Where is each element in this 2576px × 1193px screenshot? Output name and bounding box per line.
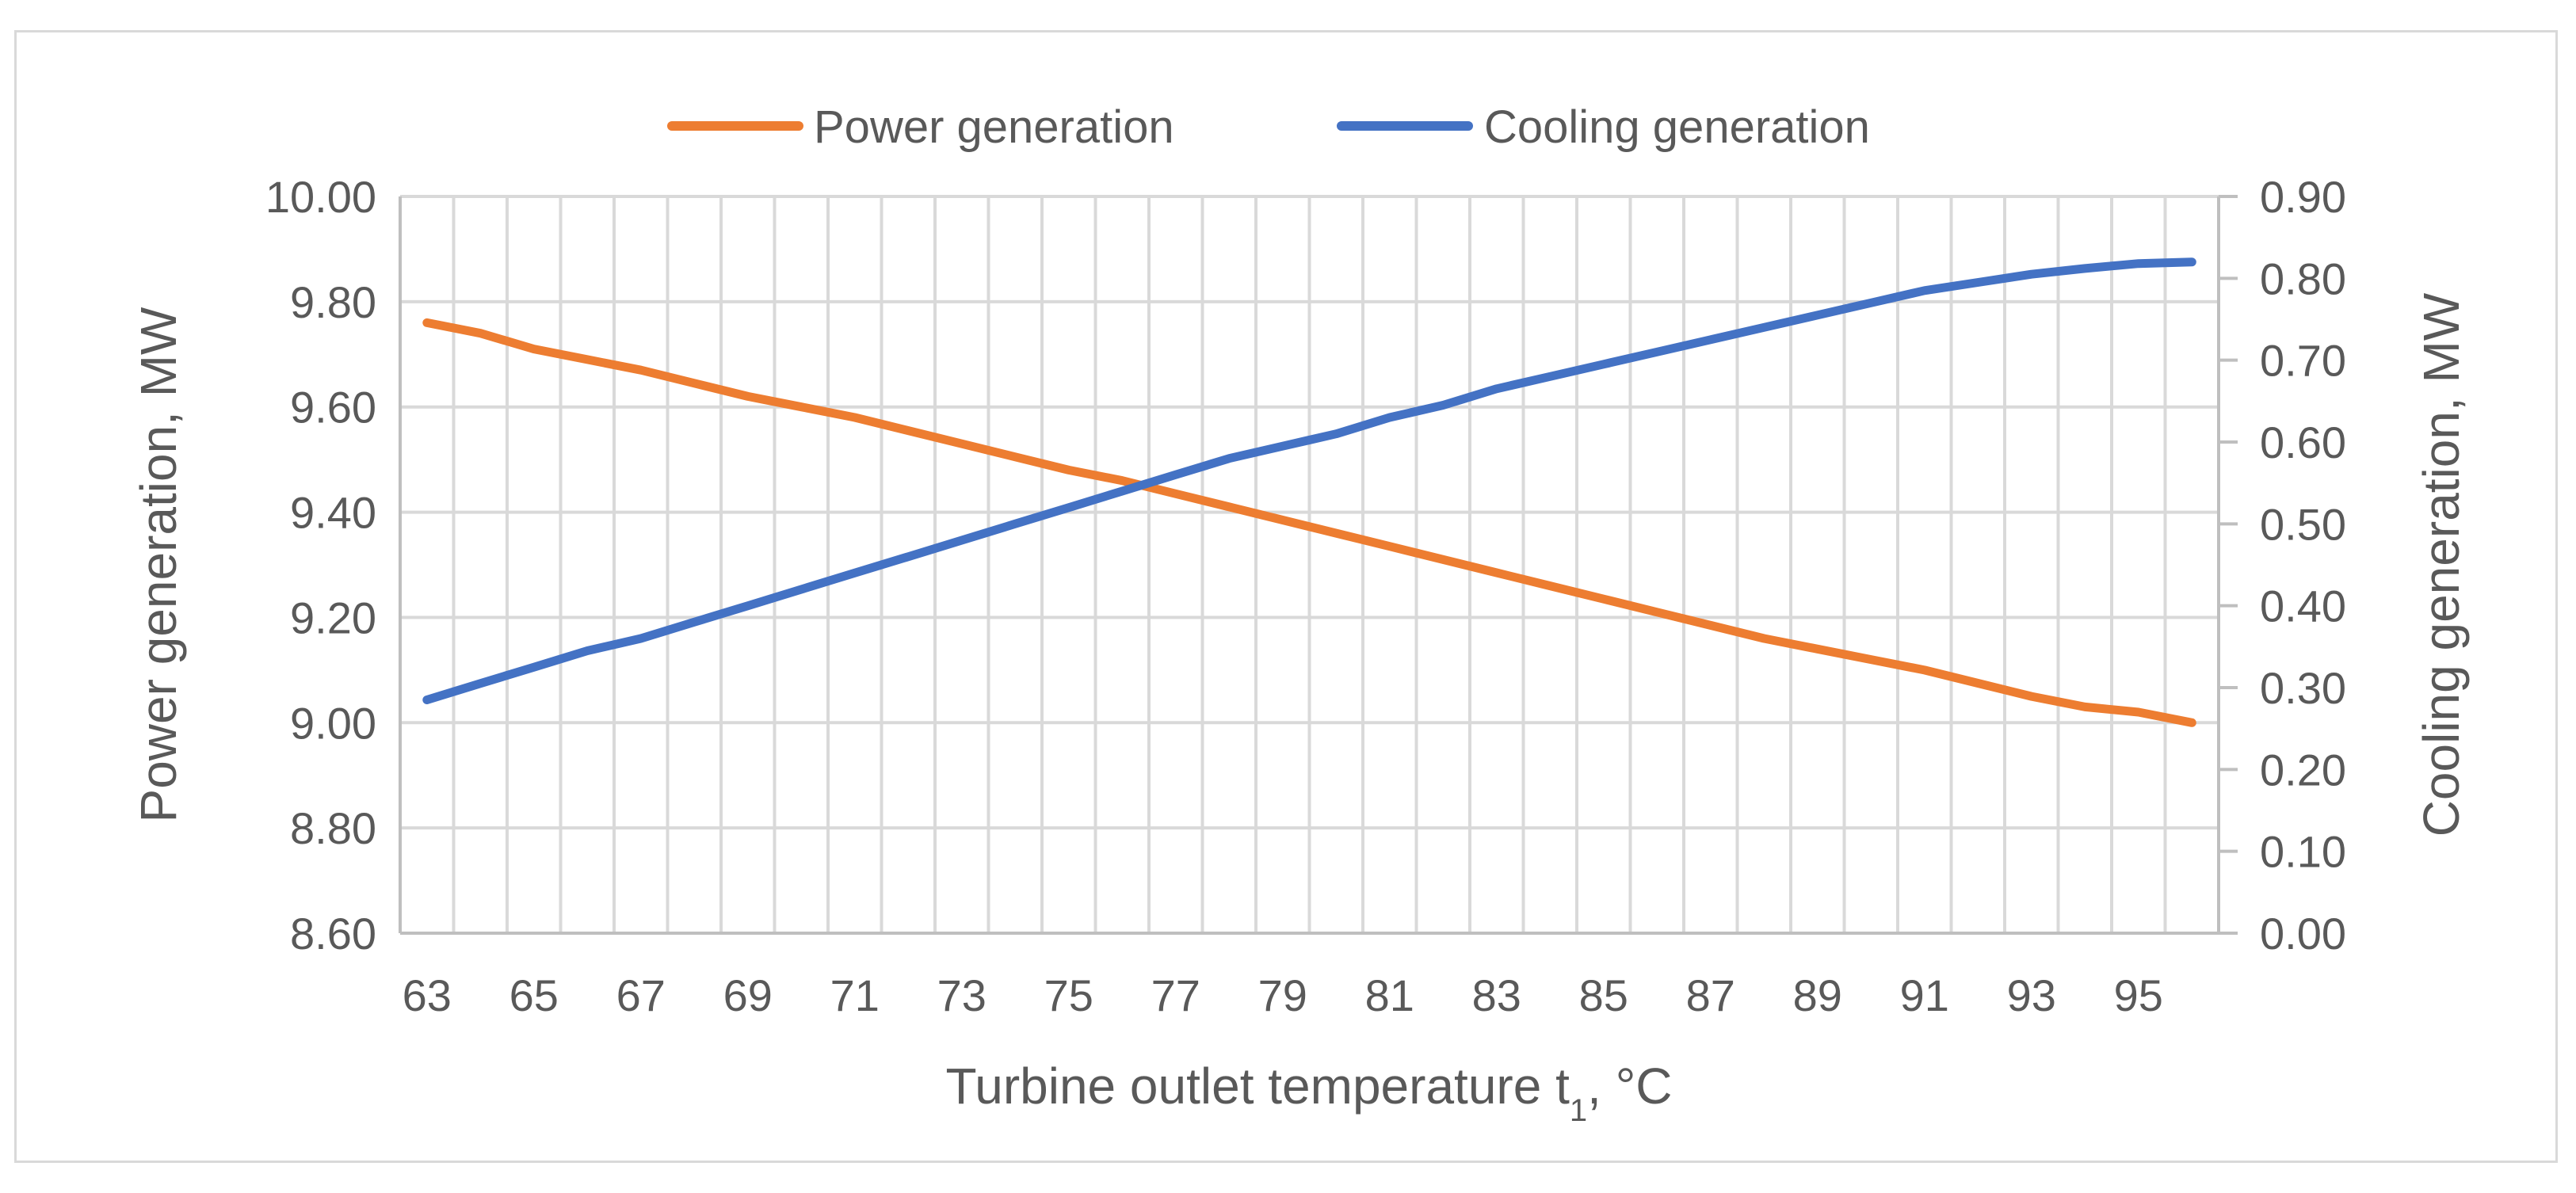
y-tick-label: 9.00 (290, 698, 376, 748)
y-axis-title: Power generation, MW (130, 307, 187, 823)
x-tick-label: 69 (723, 970, 773, 1020)
axes (399, 195, 2238, 935)
cooling-generation-line (422, 257, 2196, 704)
y2-tick-label: 0.60 (2260, 417, 2346, 467)
y-tick-label: 9.60 (290, 383, 376, 433)
series-lines (422, 257, 2196, 727)
x-tick-label: 87 (1686, 970, 1735, 1020)
x-tick-label: 93 (2007, 970, 2056, 1020)
power-generation-line (422, 318, 2196, 727)
y2-tick-label: 0.40 (2260, 581, 2346, 631)
x-tick-label: 91 (1900, 970, 1949, 1020)
y-tick-label: 9.20 (290, 593, 376, 642)
x-tick-label: 75 (1044, 970, 1093, 1020)
y2-tick-label: 0.00 (2260, 909, 2346, 959)
x-tick-label: 95 (2114, 970, 2163, 1020)
x-tick-label: 63 (403, 970, 452, 1020)
y-tick-label: 9.40 (290, 488, 376, 538)
x-tick-label: 73 (937, 970, 987, 1020)
x-tick-label: 85 (1579, 970, 1628, 1020)
x-tick-label: 65 (509, 970, 559, 1020)
grid-lines (400, 195, 2220, 935)
tick-labels: 8.60 8.80 9.00 9.20 9.40 9.60 9.80 10.00 0.00 0.1… (265, 172, 2346, 1020)
x-tick-label: 81 (1365, 970, 1414, 1020)
x-tick-label: 83 (1472, 970, 1521, 1020)
legend-label-power-generation: Power generation (814, 101, 1174, 153)
x-axis-title: Turbine outlet temperature t1, °C (946, 1058, 1673, 1128)
y-tick-label: 9.80 (290, 277, 376, 327)
y2-tick-label: 0.80 (2260, 253, 2346, 303)
y2-tick-label: 0.90 (2260, 172, 2346, 222)
legend-label-cooling-generation: Cooling generation (1484, 101, 1870, 153)
x-tick-label: 77 (1151, 970, 1200, 1020)
y-tick-label: 10.00 (265, 172, 376, 222)
x-tick-label: 71 (830, 970, 880, 1020)
y2-tick-label: 0.50 (2260, 499, 2346, 549)
y2-tick-label: 0.30 (2260, 663, 2346, 713)
x-tick-label: 89 (1793, 970, 1842, 1020)
y-tick-label: 8.60 (290, 909, 376, 959)
axis-titles: Power generation, MW Cooling generation, … (130, 292, 2470, 1128)
y2-axis-title: Cooling generation, MW (2413, 292, 2470, 837)
x-tick-label: 67 (616, 970, 666, 1020)
chart-frame (14, 30, 2558, 1163)
y2-tick-label: 0.10 (2260, 827, 2346, 877)
legend: Power generation Cooling generation (667, 101, 1870, 153)
y2-tick-label: 0.70 (2260, 336, 2346, 386)
x-tick-label: 79 (1258, 970, 1307, 1020)
y2-tick-label: 0.20 (2260, 745, 2346, 795)
y-tick-label: 8.80 (290, 803, 376, 853)
